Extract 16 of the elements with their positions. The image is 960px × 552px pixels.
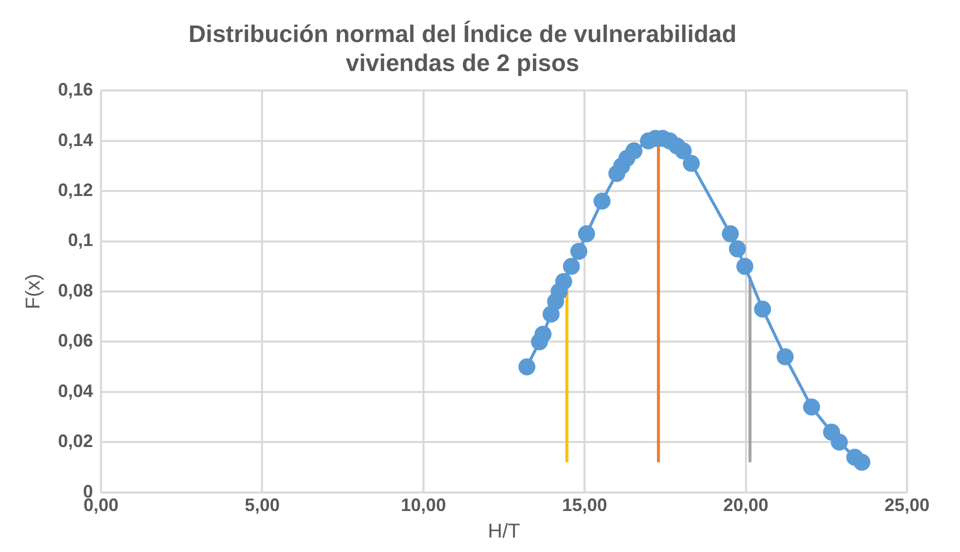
x-tick-label: 10,00 bbox=[400, 495, 446, 516]
x-axis-title: H/T bbox=[488, 520, 520, 543]
y-tick-label: 0,16 bbox=[58, 80, 94, 100]
y-tick-label: 0,12 bbox=[58, 180, 94, 200]
x-tick-label: 15,00 bbox=[562, 495, 608, 516]
y-tick-label: 0,08 bbox=[58, 280, 94, 300]
x-tick-label: 20,00 bbox=[723, 495, 768, 516]
y-tick-label: 0,04 bbox=[58, 380, 94, 401]
y-axis-title: F(x) bbox=[22, 274, 45, 310]
x-tick-label: 25,00 bbox=[884, 495, 930, 516]
chart-title: Distribución normal del Índice de vulnerabilidad viviendas de 2 pisos bbox=[188, 20, 737, 77]
x-tick-label: 5,00 bbox=[244, 495, 280, 516]
y-tick-label: 0,14 bbox=[58, 130, 94, 150]
y-tick-label: 0,02 bbox=[58, 431, 94, 452]
y-tick-label: 0,1 bbox=[68, 230, 94, 250]
y-tick-label: 0,06 bbox=[58, 330, 94, 351]
